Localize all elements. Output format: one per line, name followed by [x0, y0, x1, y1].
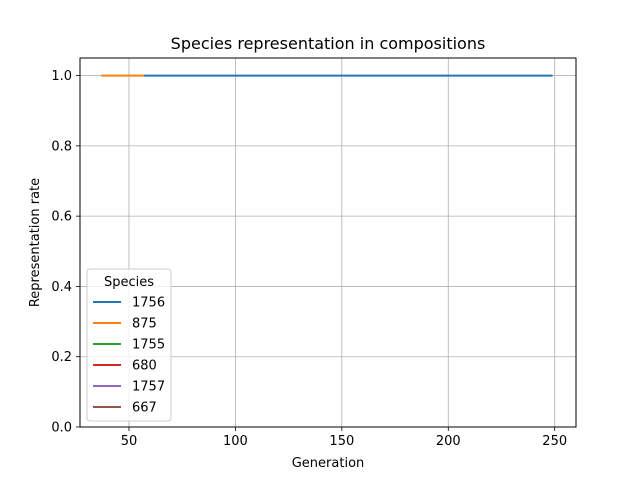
- y-tick-label: 0.0: [51, 421, 72, 436]
- x-tick-label: 200: [436, 434, 461, 449]
- legend-label-1755: 1755: [132, 338, 165, 353]
- y-tick-label: 0.6: [51, 210, 72, 225]
- y-tick-label: 0.2: [51, 350, 72, 365]
- ticks: 50 100 150 200 250 0.0 0.2 0.4 0.6 0.8 1.0: [51, 69, 567, 449]
- legend-label-1757: 1757: [132, 380, 165, 395]
- legend-label-1756: 1756: [132, 296, 165, 311]
- legend-box: [86, 268, 172, 422]
- plot-frame: [79, 57, 577, 428]
- legend-label-680: 680: [132, 359, 157, 374]
- y-tick-label: 0.8: [51, 139, 72, 154]
- legend-label-667: 667: [132, 401, 157, 416]
- x-tick-label: 50: [121, 434, 138, 449]
- legend-title: Species: [104, 275, 154, 290]
- x-axis-title: Generation: [292, 456, 365, 471]
- chart-title: Species representation in compositions: [171, 34, 486, 53]
- x-tick-label: 150: [329, 434, 354, 449]
- x-tick-label: 100: [223, 434, 248, 449]
- legend-label-875: 875: [132, 317, 157, 332]
- legend: Species 1756 875 1755 680 1757 667: [86, 268, 172, 422]
- y-axis-title: Representation rate: [28, 178, 43, 307]
- x-tick-label: 250: [542, 434, 567, 449]
- y-tick-label: 1.0: [51, 69, 72, 84]
- y-tick-label: 0.4: [51, 280, 72, 295]
